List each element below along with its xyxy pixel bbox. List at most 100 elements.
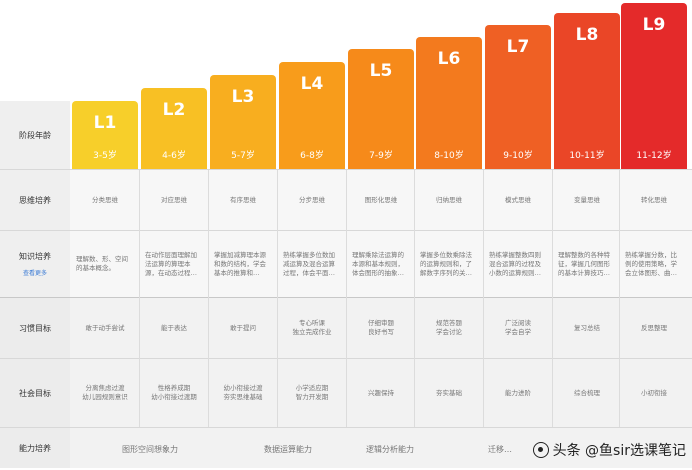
cell-text: 归纳思维: [436, 195, 462, 204]
ability-item: 逻辑分析能力: [366, 444, 414, 454]
cell-text: 幼小衔接过渡: [223, 384, 263, 392]
cell-text: 理解乘除法运算的本源和基本规则，体会图形的抽象…: [352, 250, 404, 277]
cell-text: 熟练掌握整数四则混合运算的过程及小数的运算规则…: [489, 250, 541, 277]
level-code: L5: [369, 61, 393, 81]
row-divider: [0, 169, 692, 170]
cell-multiline: 夯实基础: [416, 361, 482, 425]
row-label-text: 阶段年龄: [19, 130, 51, 140]
upper-band: [70, 170, 692, 297]
row-label-knowledge: 知识培养 查看更多: [0, 231, 70, 297]
row-label-habit: 习惯目标: [0, 298, 70, 358]
cell-text: 在动作层面理解加法运算的算理本源，在动态过程…: [145, 250, 197, 277]
column-divider: [619, 170, 620, 427]
cell-text: 小初衔接: [641, 388, 667, 397]
cell-multiline: 能于表达: [141, 300, 207, 356]
cell-text: 分步思维: [299, 195, 325, 204]
cell-text: 广泛阅读: [505, 319, 531, 327]
level-code: L3: [231, 87, 255, 107]
row-label-text: 知识培养: [19, 252, 51, 261]
cell-multiline: 敢于提问: [210, 300, 276, 356]
column-divider: [552, 170, 553, 427]
ability-item: 迁移…: [488, 444, 512, 454]
level-age: 5-7岁: [231, 151, 255, 161]
cell-multiline: 复习总结: [554, 300, 620, 356]
cell-text: 转化思维: [641, 195, 667, 204]
row-label-age: 阶段年龄: [0, 101, 70, 169]
level-block-l7: L7 9-10岁: [485, 25, 551, 169]
cell-text: 兴趣保持: [368, 388, 394, 397]
camera-icon: [532, 442, 549, 458]
cell-text: 幼儿园规则意识: [82, 393, 128, 401]
cell-text: 专心听课: [299, 319, 325, 327]
column-divider: [208, 170, 209, 427]
row-label-text: 习惯目标: [19, 323, 51, 333]
cell-multiline: 专心听课 独立完成作业: [279, 300, 345, 356]
cell-multiline: 仔细审题 良好书写: [348, 300, 414, 356]
column-divider: [139, 170, 140, 427]
level-age: 11-12岁: [636, 151, 672, 161]
cell-text: 综合梳理: [574, 388, 600, 397]
level-code: L4: [300, 74, 324, 94]
view-more-link[interactable]: 查看更多: [22, 270, 47, 277]
cell-text: 变量思维: [574, 195, 600, 204]
cell-text: 分离焦虑过渡: [85, 384, 125, 392]
level-block-l8: L8 10-11岁: [554, 13, 620, 169]
cell-text: 学会讨论: [436, 328, 462, 336]
row-label-thinking: 思维培养: [0, 170, 70, 230]
level-age: 3-5岁: [93, 151, 117, 161]
cell-text: 对应思维: [161, 195, 187, 204]
cell-text: 独立完成作业: [292, 328, 332, 336]
cell-multiline: 分离焦虑过渡 幼儿园规则意识: [72, 361, 138, 425]
level-age: 10-11岁: [569, 151, 605, 161]
cell-text: 图形化思维: [364, 195, 398, 204]
cell-text: 理解数、形、空间的基本概念。: [76, 255, 128, 272]
column-divider: [346, 170, 347, 427]
cell-text: 熟练掌握分数，比例的使用策略，学会立体图形、曲…: [625, 250, 677, 277]
cell-multiline: 综合梳理: [554, 361, 620, 425]
cell-text: 能力进阶: [505, 388, 531, 397]
lower-band: [70, 298, 692, 468]
cell-multiline: 小初衔接: [621, 361, 687, 425]
cell-multiline: 反思整理: [621, 300, 687, 356]
level-block-l3: L3 5-7岁: [210, 75, 276, 169]
level-block-l2: L2 4-6岁: [141, 88, 207, 169]
row-label-text: 能力培养: [19, 443, 51, 453]
column-divider: [277, 170, 278, 427]
level-block-l9: L9 11-12岁: [621, 3, 687, 169]
level-block-l4: L4 6-8岁: [279, 62, 345, 169]
level-code: L7: [506, 37, 530, 57]
row-label-ability: 能力培养: [0, 428, 70, 468]
cell-text: 夯实思维基础: [223, 393, 263, 401]
level-code: L8: [575, 25, 599, 45]
cell-text: 夯实基础: [436, 388, 462, 397]
cell-text: 幼小衔接过渡期: [151, 393, 197, 401]
cell-text: 规范答题: [436, 319, 462, 327]
cell-text: 小学适应期: [295, 384, 329, 392]
cell-text: 敢于提问: [230, 323, 256, 332]
cell-multiline: 广泛阅读 学会自学: [485, 300, 551, 356]
cell-multiline: 能力进阶: [485, 361, 551, 425]
cell-text: 熟练掌握多位数加减运算及混合运算过程，体会平面…: [283, 250, 335, 277]
level-block-l6: L6 8-10岁: [416, 37, 482, 169]
level-code: L2: [162, 100, 186, 120]
cell-text: 反思整理: [641, 323, 667, 332]
watermark: 头条 @鱼sir选课笔记: [532, 440, 686, 460]
column-divider: [483, 170, 484, 427]
cell-multiline: 幼小衔接过渡 夯实思维基础: [210, 361, 276, 425]
cell-text: 模式思维: [505, 195, 531, 204]
cell-text: 复习总结: [574, 323, 600, 332]
cell-multiline: 兴趣保持: [348, 361, 414, 425]
cell-multiline: 性格养成期 幼小衔接过渡期: [141, 361, 207, 425]
cell-text: 掌握多位数乘除法的运算规则和，了解数字序列的关…: [420, 250, 472, 277]
ability-item: 图形空间想象力: [122, 444, 178, 454]
cell-text: 分类思维: [92, 195, 118, 204]
row-divider: [0, 427, 692, 428]
level-age: 9-10岁: [503, 151, 533, 161]
cell-text: 良好书写: [368, 328, 394, 336]
level-code: L6: [437, 49, 461, 69]
cell-text: 掌握加减算理本源和数的结构，学会基本的推算和…: [214, 250, 266, 277]
level-block-l5: L5 7-9岁: [348, 49, 414, 169]
row-label-text: 社会目标: [19, 388, 51, 398]
cell-multiline: 规范答题 学会讨论: [416, 300, 482, 356]
cell-text: 学会自学: [505, 328, 531, 336]
